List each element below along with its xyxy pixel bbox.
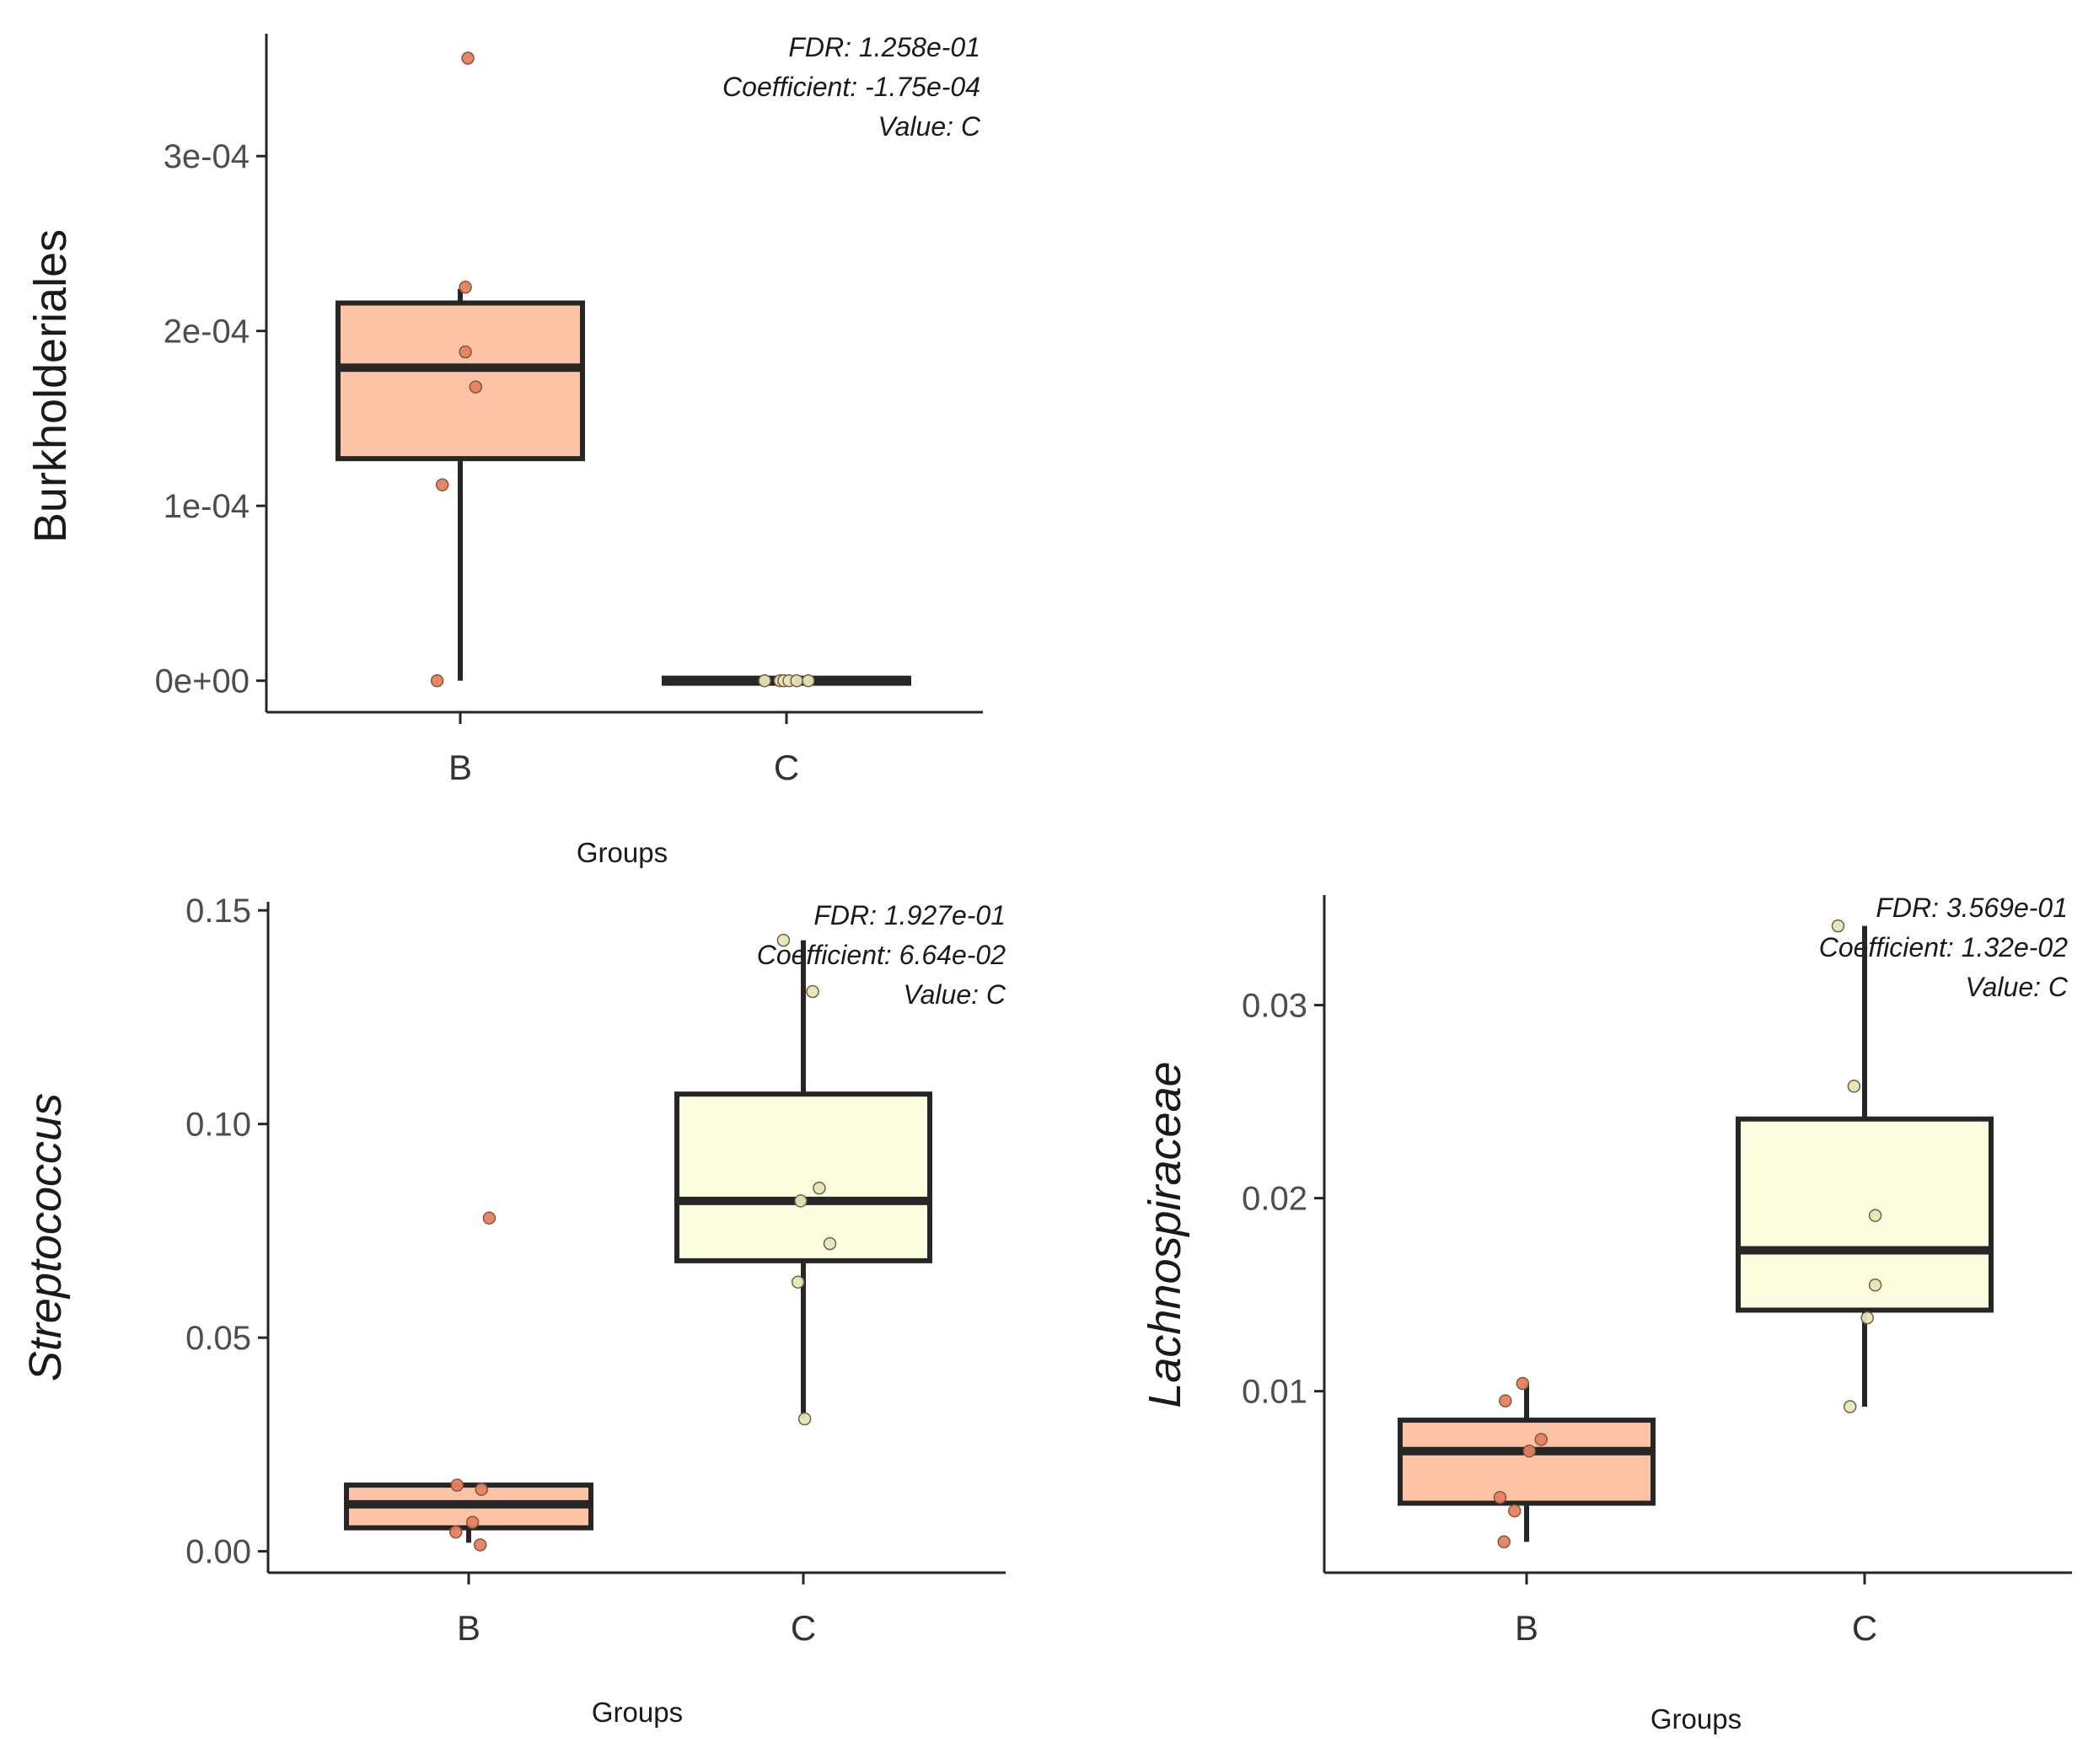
x-axis-title: Groups (592, 1697, 683, 1728)
data-point-C (806, 984, 819, 999)
data-point-B (1493, 1490, 1507, 1504)
y-axis-title: Burkholderiales (25, 229, 76, 543)
y-tick-label: 0.02 (1242, 1181, 1307, 1218)
annotation-fdr: FDR: 1.258e-01 (788, 32, 980, 62)
data-point-B (1534, 1433, 1549, 1446)
y-tick-label: 0.15 (185, 893, 251, 930)
x-tick-label: B (448, 748, 472, 787)
data-point-B (465, 1515, 480, 1529)
data-point-B (1522, 1444, 1536, 1458)
data-point-B (459, 345, 472, 359)
box-B (335, 300, 585, 462)
data-point-B (469, 380, 483, 394)
data-point-C (790, 673, 803, 688)
annotation-fdr: FDR: 3.569e-01 (1876, 893, 2068, 923)
y-tick-label: 0e+00 (155, 663, 250, 700)
panel-burkholderiales: Burkholderiales Groups FDR: 1.258e-01 Co… (25, 32, 983, 868)
annotation-coefficient: Coefficient: 1.32e-02 (1819, 932, 2069, 962)
data-point-B (1497, 1535, 1511, 1549)
x-tick-label: B (1515, 1608, 1538, 1648)
annotation-coefficient: Coefficient: 6.64e-02 (757, 940, 1006, 970)
annotation-value: Value: C (878, 111, 980, 142)
y-tick-label: 0.01 (1242, 1374, 1307, 1411)
y-tick-label: 2e-04 (164, 314, 250, 351)
box-C (674, 1091, 932, 1263)
data-point-B (475, 1483, 488, 1496)
annotation-fdr: FDR: 1.927e-01 (813, 900, 1006, 930)
data-point-C (791, 1275, 805, 1289)
data-point-B (1508, 1504, 1522, 1518)
data-point-C (823, 1236, 837, 1251)
data-point-B (482, 1211, 497, 1225)
data-point-B (449, 1525, 463, 1539)
panel-streptococcus: Streptococcus Groups FDR: 1.927e-01 Coef… (20, 893, 1006, 1728)
x-tick-label: C (1852, 1608, 1877, 1648)
data-point-C (1847, 1080, 1861, 1093)
annotation-coefficient: Coefficient: -1.75e-04 (722, 72, 980, 102)
y-tick-label: 0.10 (185, 1107, 251, 1144)
data-point-C (758, 673, 771, 688)
panel-lachnospiraceae: Lachnospiraceae Groups FDR: 3.569e-01 Co… (1140, 893, 2072, 1735)
x-axis-title: Groups (577, 837, 668, 868)
y-tick-label: 0.03 (1242, 988, 1307, 1025)
data-point-C (776, 933, 791, 947)
data-point-C (1868, 1278, 1882, 1292)
x-axis-title: Groups (1651, 1703, 1742, 1735)
data-point-B (1516, 1376, 1530, 1391)
data-point-C (802, 673, 815, 688)
data-point-C (794, 1194, 808, 1208)
x-tick-label: C (774, 748, 799, 787)
data-point-C (1843, 1400, 1857, 1413)
x-tick-label: B (457, 1608, 480, 1648)
y-tick-label: 3e-04 (164, 138, 250, 175)
data-point-C (797, 1412, 812, 1426)
data-point-C (813, 1181, 826, 1195)
data-point-B (473, 1538, 487, 1552)
data-point-B (450, 1478, 464, 1492)
data-point-C (1868, 1209, 1882, 1222)
box-B (1398, 1418, 1656, 1506)
data-point-B (459, 281, 472, 294)
box-C (1736, 1116, 1994, 1313)
y-axis-title: Streptococcus (20, 1093, 71, 1381)
data-point-C (1860, 1311, 1874, 1325)
data-point-B (461, 51, 475, 65)
data-point-B (1499, 1394, 1512, 1407)
y-tick-label: 0.05 (185, 1320, 251, 1357)
y-tick-label: 1e-04 (164, 488, 250, 525)
data-point-B (430, 673, 444, 688)
x-tick-label: C (791, 1608, 816, 1648)
data-point-C (1831, 919, 1845, 933)
data-point-B (435, 478, 449, 492)
annotation-value: Value: C (1965, 972, 2068, 1002)
y-tick-label: 0.00 (185, 1534, 251, 1571)
y-axis-title: Lachnospiraceae (1140, 1061, 1190, 1407)
annotation-value: Value: C (903, 979, 1006, 1010)
